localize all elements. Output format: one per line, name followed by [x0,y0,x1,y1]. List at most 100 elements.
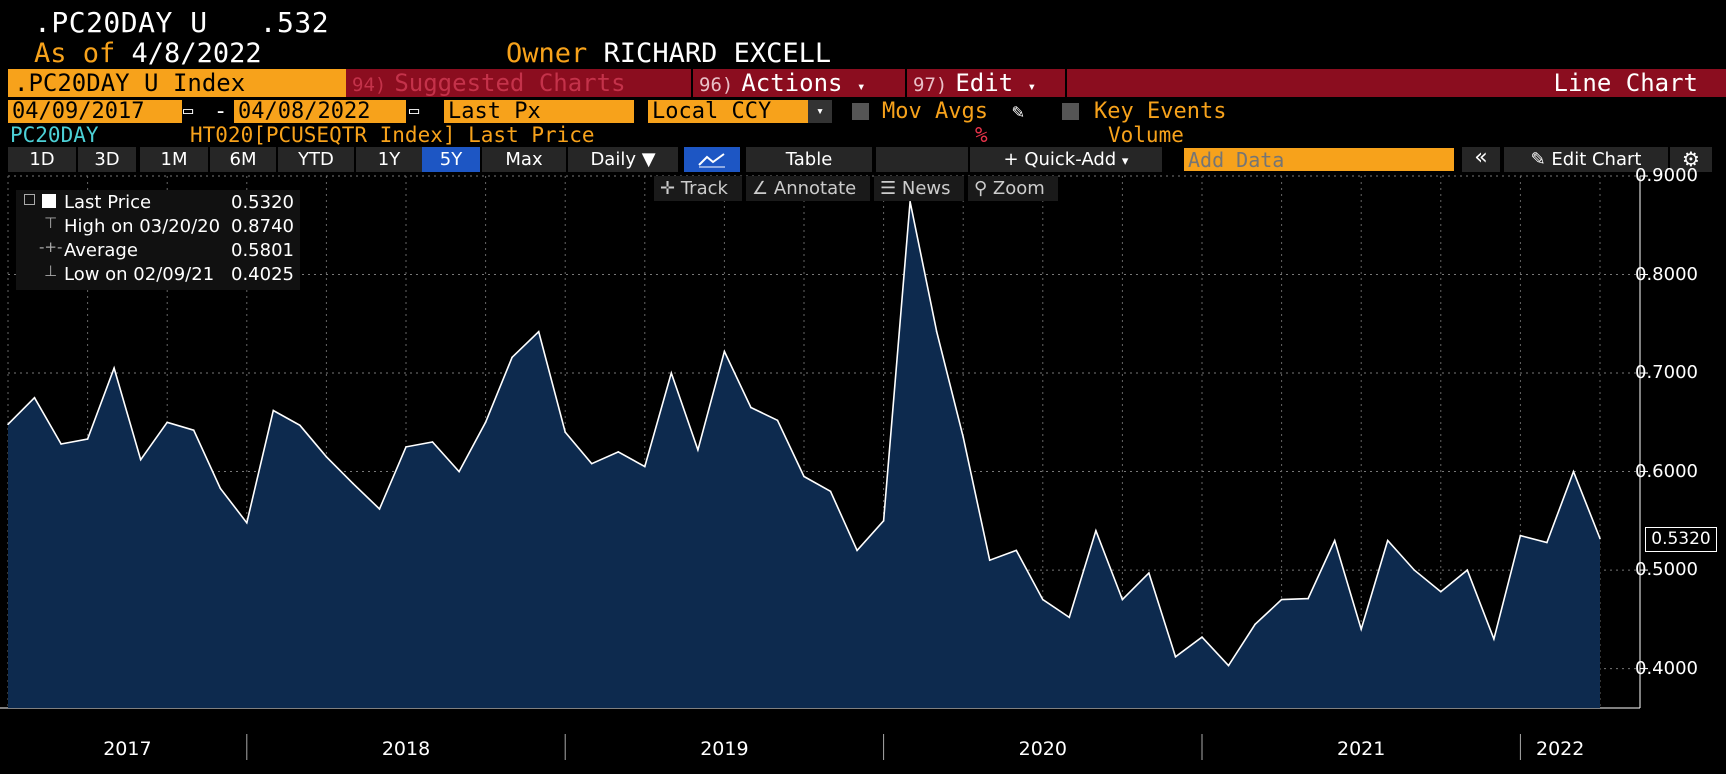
data-point [962,436,964,438]
data-point [405,446,407,448]
field-selector[interactable]: Last Px [444,100,634,123]
data-point [246,521,248,524]
magnifier-icon: ⚲ [974,178,988,199]
percent-toggle[interactable]: % [975,123,988,147]
data-point [537,330,540,333]
data-point [1227,664,1230,667]
data-point [219,487,222,490]
data-point [352,482,354,485]
data-point [458,470,460,473]
frequency-value: Daily [590,149,636,170]
data-point [1386,539,1389,542]
chevron-down-icon: ▾ [1121,154,1129,169]
start-date-field[interactable]: 04/09/2017 [8,100,182,123]
data-point [1333,539,1336,542]
data-point [1068,616,1071,619]
high-marker-icon: ⊤ [44,214,58,232]
table-button[interactable]: Table [746,147,872,172]
period-1m-button[interactable]: 1M [140,147,208,172]
last-price-swatch-icon [42,194,56,208]
add-data-input[interactable] [1184,148,1454,171]
chevron-down-icon: ▼ [641,149,656,170]
x-tick-label: 2021 [1337,738,1386,760]
gear-icon[interactable]: ⚙ [1670,147,1712,172]
chevron-down-icon: ▾ [1027,79,1037,95]
frequency-dropdown[interactable]: Daily ▼ [568,147,678,172]
calendar-icon[interactable]: ▭ [409,101,420,121]
quick-add-dropdown[interactable]: + Quick-Add ▾ [970,147,1162,172]
data-point [1148,572,1150,574]
collapse-button[interactable]: « [1462,147,1500,172]
calendar-icon[interactable]: ▭ [183,101,194,121]
mov-avgs-checkbox[interactable] [852,103,869,120]
data-point [1519,534,1522,537]
index-field[interactable]: .PC20DAY U Index [8,69,346,97]
data-point [1413,569,1416,571]
x-tick-label: 2017 [103,738,152,760]
news-tool[interactable]: ☰ News [874,176,964,201]
data-point [988,559,991,562]
ticker-symbol: .PC20DAY U [34,6,208,39]
quick-add-label: + Quick-Add [1003,149,1117,170]
period-1y-button[interactable]: 1Y [356,147,422,172]
suggested-num: 94) [352,74,387,96]
edit-chart-button[interactable]: ✎ Edit Chart [1504,147,1668,172]
zoom-tool[interactable]: ⚲ Zoom [968,176,1058,201]
y-tick-label: 0.9000 [1635,165,1698,186]
y-tick-label: 0.6000 [1635,460,1698,482]
data-point [139,458,142,461]
legend-last-price: 0.5320 [231,192,294,213]
currency-selector[interactable]: Local CCY ▾ [648,100,832,123]
x-tick-label: 2019 [700,738,749,760]
legend-last-price-label: Last Price [64,192,152,213]
suggested-label: Suggested Charts [394,69,626,97]
data-point [1493,638,1495,640]
annotate-tool[interactable]: ∠ Annotate [746,176,870,201]
suggested-charts-button[interactable]: 94) Suggested Charts [346,69,691,97]
data-point [909,200,911,203]
legend-average-label: Average [64,240,138,261]
legend-low: 0.4025 [231,264,294,285]
data-point [564,431,566,433]
data-point [1307,597,1309,600]
period-6m-button[interactable]: 6M [210,147,276,172]
ticker-title: .PC20DAY U .532 [34,6,329,39]
data-point [378,508,381,510]
track-label: Track [680,178,728,199]
data-point [829,490,832,493]
period-1d-button[interactable]: 1D [8,147,76,172]
data-point [299,424,301,427]
data-point [1095,529,1097,532]
owner-label: Owner [506,38,588,69]
data-point [617,451,620,453]
period-ytd-button[interactable]: YTD [278,147,354,172]
data-point [192,429,195,431]
as-of: As of 4/8/2022 [34,38,262,69]
edit-label: Edit [955,69,1014,97]
period-max-button[interactable]: Max [482,147,566,172]
pencil-icon[interactable]: ✎ [1012,99,1025,123]
legend-high-label: High on 03/20/20 [64,216,221,237]
legend-high: 0.8740 [231,216,294,237]
key-events-checkbox[interactable] [1062,103,1079,120]
news-label: News [901,178,951,199]
actions-num: 96) [699,74,734,96]
edit-menu[interactable]: 97) Edit ▾ [907,69,1065,97]
data-point [1599,537,1601,540]
data-point [33,396,36,399]
data-point [776,419,779,422]
toolbar-blank-button[interactable] [876,147,968,172]
collapse-legend-icon[interactable] [24,194,35,205]
period-3d-button[interactable]: 3D [78,147,136,172]
data-point [7,423,9,426]
line-chart-icon[interactable] [684,147,740,172]
x-tick-label: 2020 [1018,738,1067,760]
actions-menu[interactable]: 96) Actions ▾ [693,69,905,97]
data-point [803,475,805,478]
track-tool[interactable]: ✛ Track [654,176,742,201]
end-date-field[interactable]: 04/08/2022 [234,100,406,123]
currency-value: Local CCY [652,99,772,124]
period-5y-button[interactable]: 5Y [422,147,480,172]
data-point [166,421,168,424]
